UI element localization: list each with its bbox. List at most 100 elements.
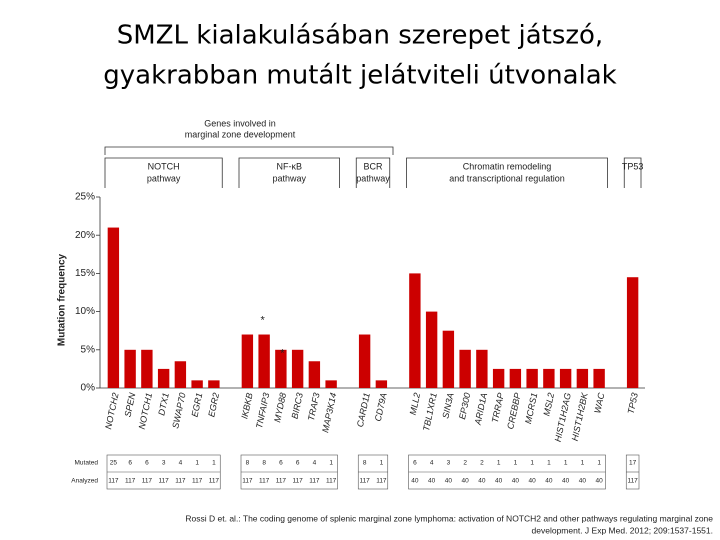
bar (375, 380, 388, 388)
table-cell: 1 (380, 460, 384, 467)
table-cell: 1 (497, 460, 501, 467)
table-cell: 117 (158, 478, 169, 485)
table-cell: 4 (430, 460, 434, 467)
group-label: NF-κB (277, 161, 303, 171)
group-label: pathway (147, 173, 181, 183)
x-tick-label: BIRC3 (290, 392, 305, 420)
group-bracket (355, 157, 391, 188)
annotation: * (280, 348, 285, 360)
table-cell: 1 (195, 460, 199, 467)
table-cell: 40 (579, 478, 587, 485)
x-tick-label: DTX1 (156, 392, 171, 417)
table-cell: 40 (596, 478, 604, 485)
x-tick-label: TNFAIP3 (254, 392, 271, 430)
bar (275, 349, 287, 388)
table-cell: 117 (142, 478, 153, 485)
table-cell: 117 (209, 478, 220, 485)
table-cell: 3 (447, 460, 451, 467)
bar (291, 349, 304, 388)
x-tick-label: MYD88 (272, 392, 288, 423)
table-cell: 117 (627, 478, 638, 485)
table-cell: 117 (376, 478, 387, 485)
bar (543, 368, 555, 388)
group-label: and transcriptional regulation (449, 173, 565, 183)
group-bracket (623, 157, 642, 188)
y-tick-label: 25% (75, 192, 95, 203)
x-tick-label: EP300 (457, 392, 472, 421)
x-tick-label: TRRAP (490, 392, 506, 424)
group-label: BCR (363, 161, 383, 171)
bar (492, 368, 505, 388)
bar (559, 368, 572, 388)
header-bracket (104, 146, 394, 155)
table-cell: 8 (363, 460, 367, 467)
bar (107, 227, 120, 388)
bar (241, 334, 254, 388)
row-label: Mutated (75, 460, 99, 467)
bar (258, 334, 270, 388)
table-cell: 6 (296, 460, 300, 467)
table-cell: 4 (313, 460, 317, 467)
bar (526, 368, 538, 388)
table-cell: 1 (212, 460, 216, 467)
x-tick-label: NOTCH2 (103, 392, 120, 430)
table-cell: 25 (110, 460, 118, 467)
table-cell: 3 (162, 460, 166, 467)
y-tick-label: 20% (75, 230, 95, 241)
y-tick-label: 10% (75, 306, 95, 317)
bar (358, 334, 371, 388)
x-tick-label: TRAF3 (306, 392, 322, 422)
x-tick-label: ARID1A (472, 392, 489, 427)
x-tick-label: MAP3K14 (320, 392, 338, 434)
table-cell: 4 (179, 460, 183, 467)
table-cell: 40 (545, 478, 553, 485)
citation: Rossi D et. al.: The coding genome of sp… (185, 513, 713, 523)
bar (191, 380, 203, 388)
x-tick-label: TBL1XR1 (421, 392, 439, 432)
bar (325, 380, 337, 388)
slide-title: gyakrabban mutált jelátviteli útvonalak (103, 61, 616, 91)
x-tick-label: SWAP70 (170, 392, 187, 430)
table-cell: 117 (359, 478, 370, 485)
table-cell: 117 (309, 478, 320, 485)
x-tick-label: HIST1H2BK (570, 391, 590, 442)
table-cell: 1 (547, 460, 551, 467)
table-cell: 117 (192, 478, 203, 485)
table-cell: 40 (529, 478, 537, 485)
table-cell: 40 (478, 478, 486, 485)
x-tick-label: NOTCH1 (137, 392, 154, 430)
table-cell: 6 (413, 460, 417, 467)
table-cell: 17 (629, 460, 637, 467)
header: marginal zone development (185, 129, 296, 139)
bar (593, 368, 605, 388)
table-cell: 2 (480, 460, 484, 467)
table-cell: 6 (128, 460, 132, 467)
annotation: * (260, 314, 265, 326)
table-cell: 40 (495, 478, 503, 485)
citation: development. J Exp Med. 2012; 209:1537-1… (532, 525, 713, 535)
table-cell: 6 (279, 460, 283, 467)
bar (308, 361, 321, 388)
bar (174, 361, 187, 388)
x-tick-label: SIN3A (440, 392, 455, 420)
x-tick-label: IKBKB (239, 392, 254, 420)
bar (626, 277, 639, 388)
table-cell: 40 (462, 478, 470, 485)
table-cell: 117 (259, 478, 270, 485)
table-cell: 2 (463, 460, 467, 467)
slide-title: SMZL kialakulásában szerepet játszó, (117, 21, 603, 51)
table-cell: 40 (512, 478, 520, 485)
table-cell: 1 (530, 460, 534, 467)
bar (476, 349, 488, 388)
bar (459, 349, 471, 388)
x-tick-label: CREBBP (505, 392, 522, 430)
y-axis-label: Mutation frequency (57, 253, 68, 346)
row-label: Analyzed (71, 478, 98, 485)
table-cell: 40 (445, 478, 453, 485)
table-cell: 40 (562, 478, 570, 485)
table-cell: 117 (326, 478, 337, 485)
table-cell: 1 (597, 460, 601, 467)
table-cell: 117 (292, 478, 303, 485)
x-tick-label: EGR2 (206, 392, 221, 418)
